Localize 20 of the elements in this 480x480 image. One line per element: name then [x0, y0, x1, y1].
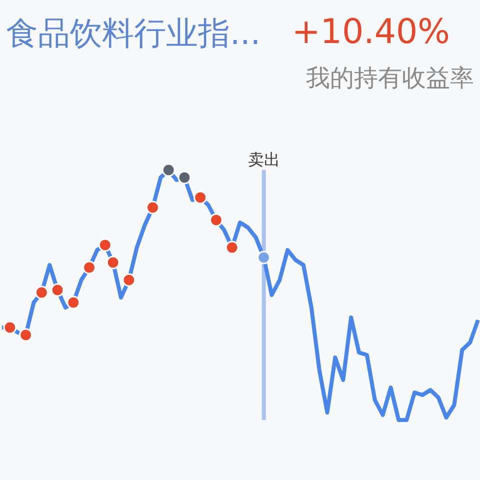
point	[194, 190, 208, 204]
point	[66, 296, 80, 310]
point	[106, 256, 120, 270]
text: +10.40%	[292, 12, 450, 52]
point	[3, 320, 17, 334]
point	[257, 250, 271, 264]
point	[225, 240, 239, 254]
text: 卖出	[248, 150, 280, 169]
point	[34, 286, 48, 300]
point	[122, 273, 136, 287]
point	[209, 213, 223, 227]
chart-title: 食品饮料行业指...	[6, 13, 261, 54]
point	[50, 283, 64, 297]
point	[178, 170, 192, 184]
point	[82, 260, 96, 274]
point	[19, 328, 33, 342]
point	[146, 200, 160, 214]
point	[162, 163, 176, 177]
text: 我的持有收益率	[306, 63, 474, 94]
point	[98, 238, 112, 252]
